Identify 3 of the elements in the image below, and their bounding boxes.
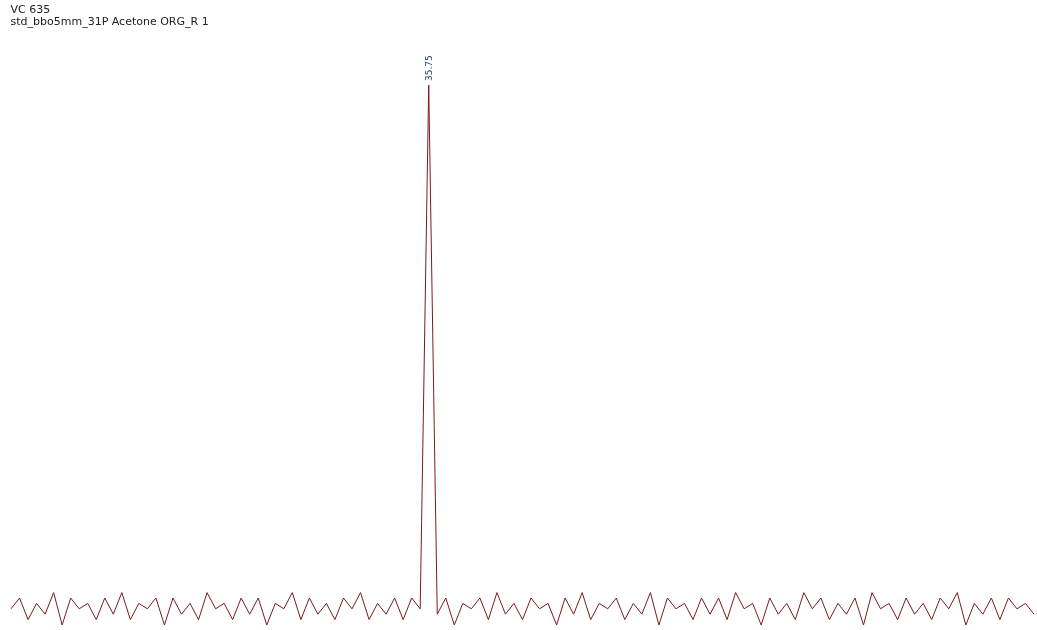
text: 35.75 — [423, 55, 434, 81]
chart-subtitle: std_bbo5mm_31P Acetone ORG_R 1 — [10, 15, 209, 29]
chart-title: VC 635 — [10, 3, 51, 17]
